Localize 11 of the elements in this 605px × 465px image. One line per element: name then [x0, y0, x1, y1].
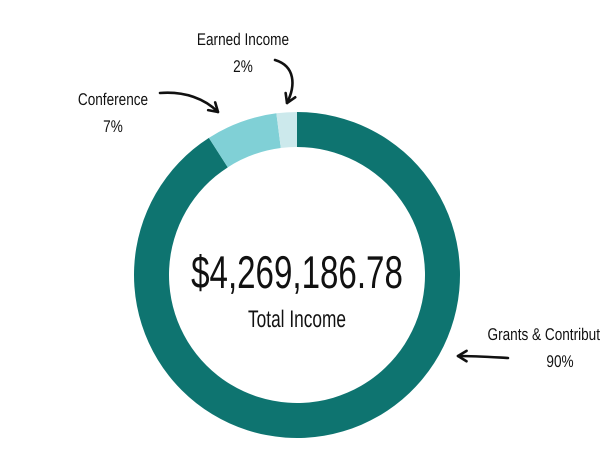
slice-label: Earned Income [196, 30, 290, 50]
data-label: 7% [103, 118, 124, 136]
data-label: 2% [233, 58, 254, 76]
donut-slice [208, 113, 281, 168]
text: Total Income [248, 306, 346, 333]
slice-label: Grants & Contribut [488, 326, 601, 344]
data-label: 90% [546, 352, 574, 372]
text: $4,269,186.78 [191, 248, 403, 298]
slice-label: Conference [78, 90, 148, 110]
donut-slice [276, 112, 297, 148]
donut-slice [134, 112, 460, 438]
